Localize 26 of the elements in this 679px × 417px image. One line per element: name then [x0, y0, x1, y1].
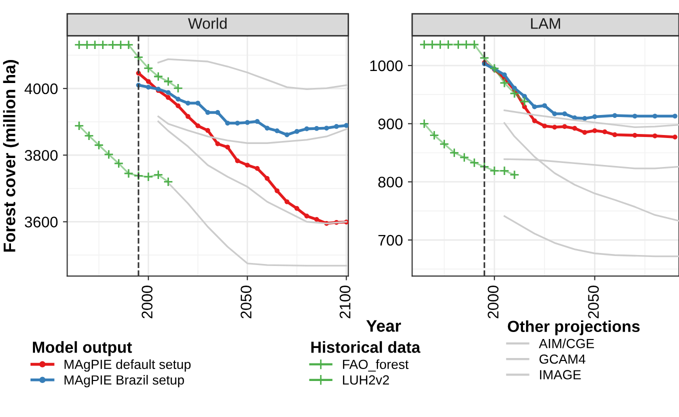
legend-label: MAgPIE default setup [64, 359, 191, 372]
y-tick-label: 1000 [370, 60, 403, 72]
x-tick-label: 2000 [142, 286, 152, 318]
chart-title: LAM [531, 18, 560, 29]
y-tick-label: 4000 [24, 83, 58, 94]
x-tick-label: 2050 [588, 286, 599, 318]
chart-title: World [188, 18, 227, 29]
y-tick-label: 3800 [24, 150, 58, 161]
x-axis-title: Year [366, 320, 401, 332]
y-tick-label: 900 [378, 118, 403, 130]
x-tick-label: 2000 [488, 286, 499, 318]
x-tick-label: 2100 [340, 286, 350, 318]
text: Historical data [311, 341, 420, 353]
legend-label: AIM/CGE [538, 338, 594, 348]
y-tick-label: 3600 [24, 216, 58, 228]
y-tick-label: 700 [378, 234, 403, 246]
legend-label: MAgPIE Brazil setup [64, 374, 184, 388]
legend-label: IMAGE [540, 370, 581, 380]
y-tick-label: 800 [378, 176, 403, 188]
x-tick-label: 2050 [240, 286, 252, 318]
legend-label: FAO_forest [343, 359, 409, 372]
legend-label: LUH2v2 [343, 375, 389, 385]
text: Other projections [508, 320, 640, 336]
y-axis-title: Forest cover (million ha) [3, 60, 19, 252]
text: Model output [32, 341, 132, 356]
legend-label: GCAM4 [540, 354, 586, 364]
